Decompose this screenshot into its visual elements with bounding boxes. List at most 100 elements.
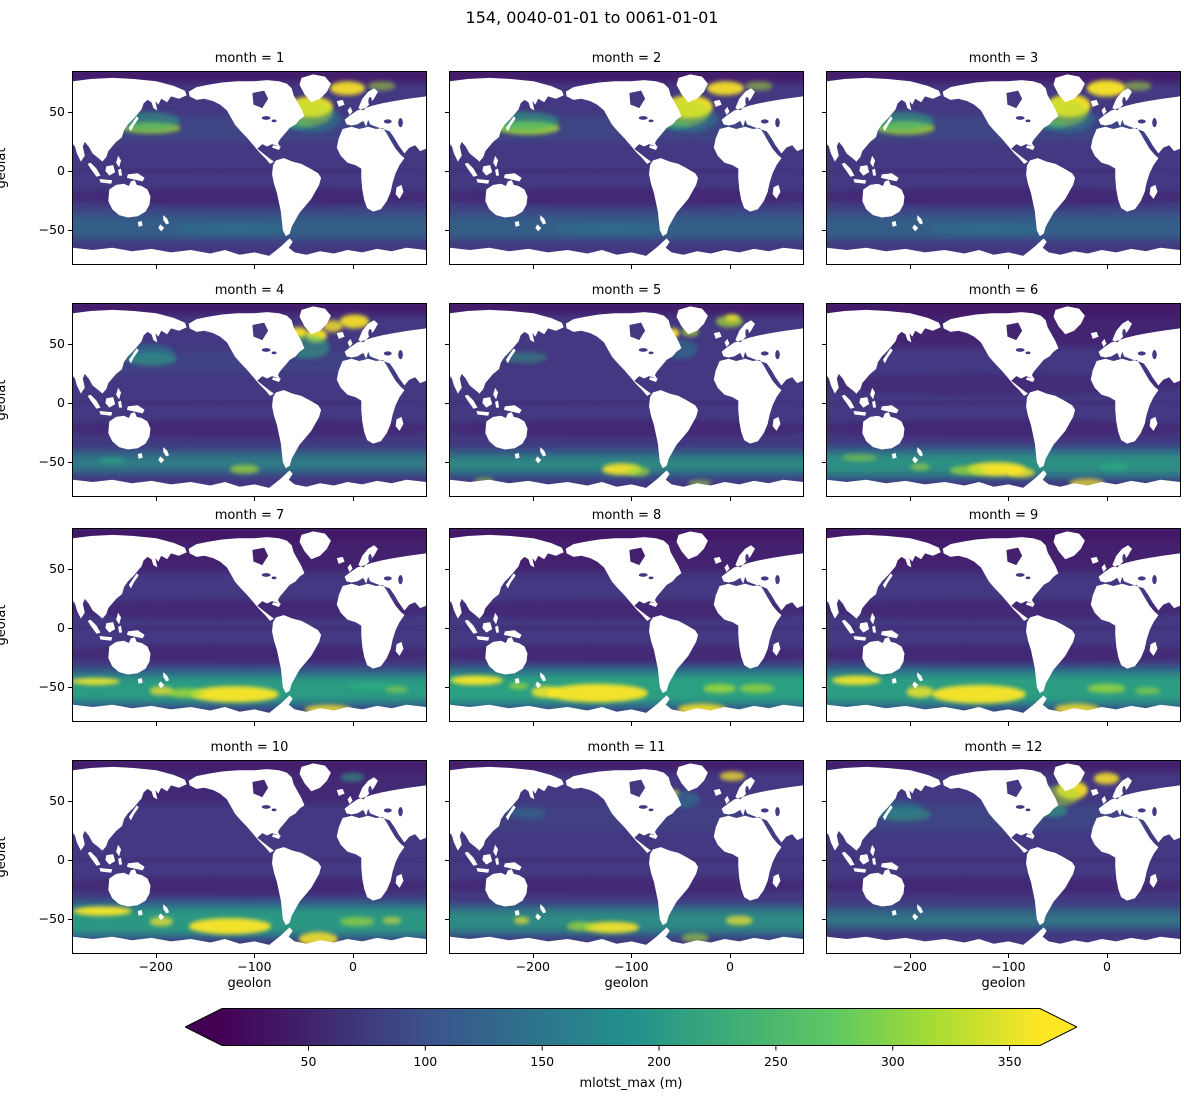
- x-tick-mark: [532, 722, 534, 726]
- y-tick-mark: [822, 112, 826, 114]
- y-tick-mark: [445, 918, 449, 920]
- x-tick-mark: [1008, 954, 1010, 958]
- panel-title: month = 8: [591, 508, 662, 523]
- y-axis-label: geolat: [0, 604, 10, 646]
- x-tick-mark: [1008, 722, 1010, 726]
- world-heatmap: [72, 760, 427, 954]
- x-tick-mark: [155, 722, 157, 726]
- x-tick-label: −100: [991, 959, 1026, 974]
- y-tick-mark: [68, 229, 72, 231]
- x-tick-mark: [1008, 497, 1010, 501]
- x-tick-mark: [1107, 954, 1109, 958]
- y-tick-mark: [822, 686, 826, 688]
- x-tick-mark: [532, 265, 534, 269]
- y-axis-label: geolat: [0, 379, 10, 421]
- x-tick-mark: [353, 954, 355, 958]
- y-tick-label: −50: [38, 453, 65, 469]
- y-tick-mark: [822, 801, 826, 803]
- y-tick-mark: [68, 402, 72, 404]
- colorbar: 50 100 150 200 250 300 350 mlotst_max (m…: [183, 1008, 1079, 1098]
- subplot-month-5: month = 5: [445, 277, 804, 501]
- y-tick-label: −50: [38, 678, 65, 694]
- subplot-month-2: month = 2: [445, 45, 804, 269]
- x-tick-label: −200: [515, 959, 550, 974]
- facet-row-3: month = 7 50 0 −50 geolat month = 8 mont…: [0, 502, 1181, 726]
- y-tick-mark: [68, 569, 72, 571]
- world-heatmap: [72, 528, 427, 722]
- world-heatmap: [449, 71, 804, 265]
- x-tick-mark: [155, 954, 157, 958]
- y-tick-mark: [822, 170, 826, 172]
- y-tick-label: 0: [57, 162, 65, 178]
- x-tick-mark: [730, 265, 732, 269]
- panel-title: month = 6: [968, 283, 1039, 298]
- x-tick-label: 0: [349, 959, 357, 974]
- y-tick-label: 0: [57, 851, 65, 867]
- y-tick-mark: [68, 801, 72, 803]
- y-tick-mark: [445, 859, 449, 861]
- y-tick-mark: [822, 344, 826, 346]
- subplot-month-10: month = 10 50 0 −50 geolat −200 −100 0 g…: [0, 734, 427, 991]
- colorbar-tick-label: 350: [997, 1054, 1022, 1069]
- colorbar-tick-label: 100: [413, 1054, 438, 1069]
- x-tick-label: −200: [138, 959, 173, 974]
- x-tick-mark: [730, 497, 732, 501]
- x-tick-label: 0: [1103, 959, 1111, 974]
- subplot-month-7: month = 7 50 0 −50 geolat: [0, 502, 427, 726]
- x-tick-mark: [1107, 497, 1109, 501]
- y-tick-mark: [445, 170, 449, 172]
- y-tick-mark: [445, 569, 449, 571]
- y-tick-mark: [68, 859, 72, 861]
- x-tick-mark: [631, 722, 633, 726]
- x-tick-mark: [909, 497, 911, 501]
- x-tick-mark: [353, 265, 355, 269]
- x-tick-label: −100: [614, 959, 649, 974]
- world-heatmap: [826, 303, 1181, 497]
- facet-row-2: month = 4 50 0 −50 geolat month = 5 mont…: [0, 277, 1181, 501]
- y-tick-mark: [445, 402, 449, 404]
- y-tick-label: 50: [49, 561, 65, 577]
- y-tick-mark: [68, 461, 72, 463]
- y-tick-mark: [822, 569, 826, 571]
- x-tick-mark: [254, 265, 256, 269]
- subplot-month-9: month = 9: [822, 502, 1181, 726]
- panel-title: month = 12: [964, 740, 1043, 755]
- world-heatmap: [449, 760, 804, 954]
- panel-title: month = 10: [210, 740, 289, 755]
- subplot-month-4: month = 4 50 0 −50 geolat: [0, 277, 427, 501]
- panel-title: month = 1: [214, 51, 285, 66]
- x-tick-mark: [254, 497, 256, 501]
- y-tick-label: 50: [49, 793, 65, 809]
- x-tick-mark: [909, 954, 911, 958]
- panel-title: month = 2: [591, 51, 662, 66]
- world-heatmap: [826, 760, 1181, 954]
- x-tick-mark: [254, 954, 256, 958]
- world-heatmap: [72, 303, 427, 497]
- y-tick-label: 0: [57, 394, 65, 410]
- y-tick-mark: [822, 461, 826, 463]
- y-tick-mark: [68, 112, 72, 114]
- x-tick-mark: [909, 722, 911, 726]
- panel-title: month = 5: [591, 283, 662, 298]
- figure-title: 154, 0040-01-01 to 0061-01-01: [465, 8, 719, 27]
- x-tick-mark: [631, 497, 633, 501]
- panel-title: month = 7: [214, 508, 285, 523]
- colorbar-tick-label: 200: [647, 1054, 671, 1069]
- y-tick-mark: [822, 229, 826, 231]
- subplot-month-11: month = 11 −200 −100 0 geolon: [445, 734, 804, 991]
- y-tick-mark: [445, 627, 449, 629]
- y-tick-mark: [445, 686, 449, 688]
- x-tick-label: −100: [237, 959, 272, 974]
- y-tick-mark: [445, 112, 449, 114]
- y-axis-label: geolat: [0, 147, 10, 189]
- x-tick-label: −200: [892, 959, 927, 974]
- world-heatmap: [449, 303, 804, 497]
- y-tick-label: −50: [38, 221, 65, 237]
- x-tick-mark: [1107, 722, 1109, 726]
- y-tick-mark: [822, 627, 826, 629]
- x-tick-mark: [532, 954, 534, 958]
- colorbar-label: mlotst_max (m): [579, 1076, 683, 1091]
- y-axis-label: geolat: [0, 836, 10, 878]
- y-tick-mark: [822, 859, 826, 861]
